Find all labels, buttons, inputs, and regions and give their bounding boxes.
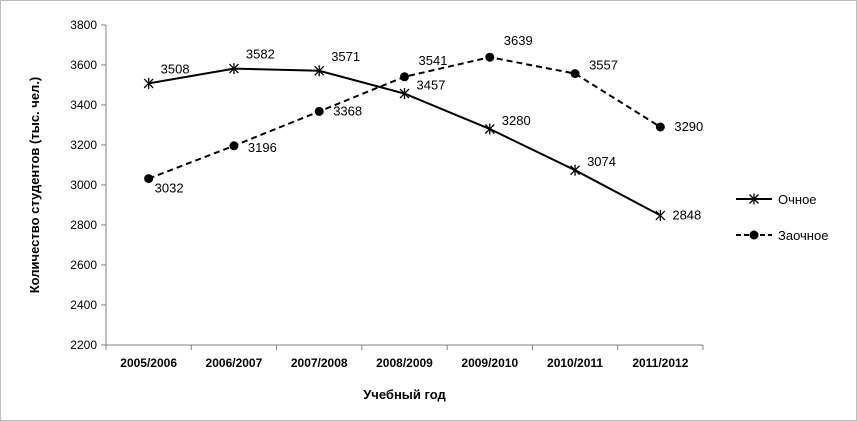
data-label: 3032 xyxy=(155,181,184,196)
data-point-circle xyxy=(229,141,239,151)
data-label: 3457 xyxy=(417,78,446,93)
series xyxy=(143,52,666,221)
x-tick-label: 2007/2008 xyxy=(291,356,348,370)
data-point-circle xyxy=(570,69,580,79)
data-point-asterisk xyxy=(484,123,495,135)
legend-item: Заочное xyxy=(736,228,828,243)
data-label: 3368 xyxy=(333,103,362,118)
data-labels: 3508 3582 3571 3457 3280 3074 2848 3032 3196 3368… xyxy=(155,33,704,222)
y-tick-label: 3000 xyxy=(70,178,97,192)
data-point-asterisk xyxy=(399,88,410,100)
legend: Очное Заочное xyxy=(736,192,828,243)
data-label: 3508 xyxy=(161,61,190,76)
data-label: 3582 xyxy=(246,47,275,62)
y-axis-ticks: 2200 2400 2600 2800 3000 3200 3400 3600 3800 xyxy=(70,18,106,352)
data-label: 3557 xyxy=(589,58,618,73)
data-point-asterisk xyxy=(655,209,666,221)
data-point-asterisk xyxy=(570,164,581,176)
x-tick-label: 2006/2007 xyxy=(206,356,263,370)
data-point-circle xyxy=(400,72,409,82)
y-tick-label: 3400 xyxy=(70,98,97,112)
legend-item: Очное xyxy=(736,192,817,207)
x-tick-label: 2008/2009 xyxy=(376,356,433,370)
data-point-asterisk xyxy=(143,77,154,89)
y-tick-label: 2400 xyxy=(70,298,97,312)
data-point-circle xyxy=(314,106,324,116)
x-tick-label: 2005/2006 xyxy=(120,356,177,370)
legend-label: Очное xyxy=(778,192,817,207)
legend-label: Заочное xyxy=(778,228,828,243)
y-tick-label: 2800 xyxy=(70,218,97,232)
x-tick-label: 2011/2012 xyxy=(632,356,688,370)
y-tick-label: 3600 xyxy=(70,58,97,72)
data-label: 3290 xyxy=(674,119,703,134)
data-point-asterisk xyxy=(749,193,759,205)
x-tick-label: 2010/2011 xyxy=(547,356,603,370)
x-axis-ticks: 2005/2006 2006/2007 2007/2008 2008/2009 2009… xyxy=(105,345,704,370)
y-tick-label: 3800 xyxy=(70,18,97,32)
data-label: 3074 xyxy=(587,154,616,169)
data-label: 3196 xyxy=(248,140,277,155)
data-label: 3280 xyxy=(502,113,531,128)
data-point-asterisk xyxy=(314,65,325,77)
y-tick-label: 2200 xyxy=(70,338,97,352)
data-point-circle xyxy=(655,122,665,132)
data-point-circle xyxy=(144,174,154,184)
data-label: 3541 xyxy=(419,53,448,68)
data-label: 3571 xyxy=(331,49,360,64)
data-point-circle xyxy=(749,230,759,240)
data-label: 2848 xyxy=(672,207,701,222)
data-label: 3639 xyxy=(504,33,533,48)
y-axis-title: Количество студентов (тыс. чел.) xyxy=(27,77,42,294)
x-axis-title: Учебный год xyxy=(363,387,446,402)
data-point-circle xyxy=(485,52,495,62)
x-tick-label: 2009/2010 xyxy=(461,356,518,370)
y-tick-label: 3200 xyxy=(70,138,97,152)
y-tick-label: 2600 xyxy=(70,258,97,272)
data-point-asterisk xyxy=(228,63,239,75)
